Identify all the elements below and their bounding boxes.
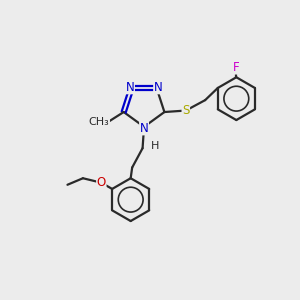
Text: S: S [182, 104, 190, 117]
Text: F: F [233, 61, 240, 74]
Text: CH₃: CH₃ [89, 117, 110, 128]
Text: H: H [151, 141, 159, 151]
Text: N: N [126, 81, 134, 94]
Text: N: N [140, 122, 148, 135]
Text: N: N [154, 81, 163, 94]
Text: O: O [97, 176, 106, 189]
